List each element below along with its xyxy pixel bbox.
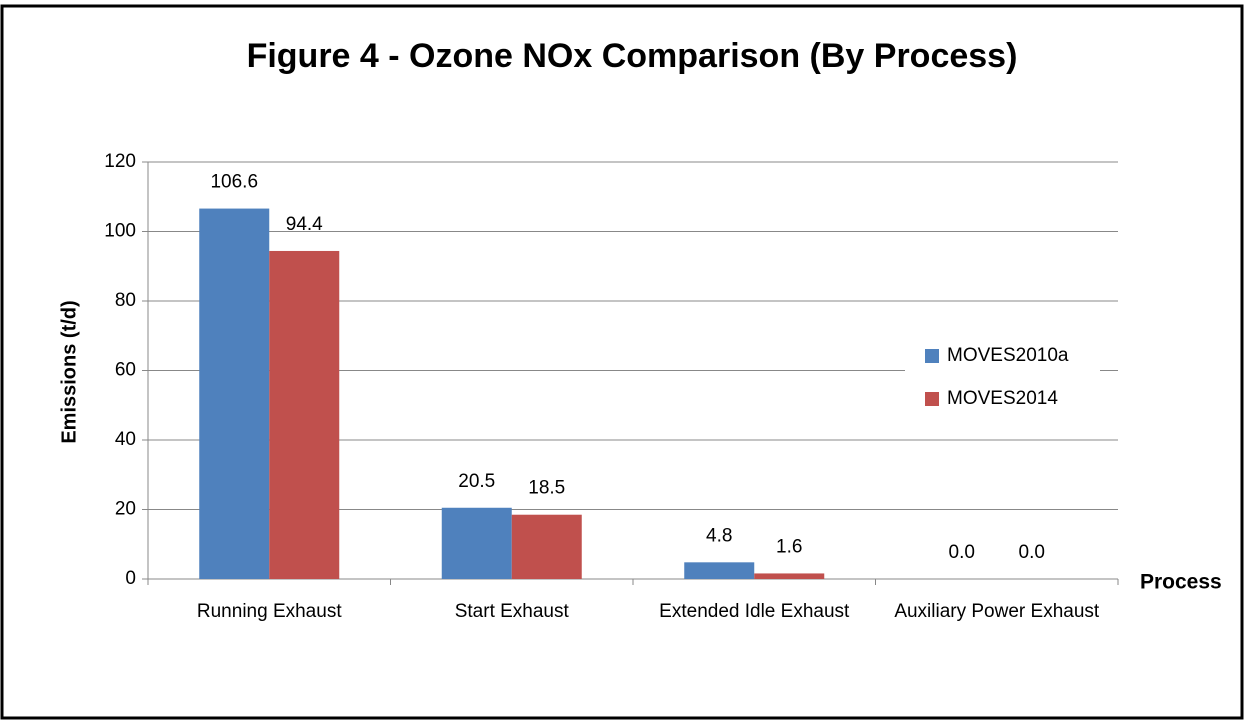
legend-label: MOVES2010a bbox=[947, 345, 1069, 366]
data-label: 94.4 bbox=[286, 214, 323, 235]
data-label: 0.0 bbox=[949, 542, 975, 563]
bar bbox=[754, 573, 825, 579]
legend-swatch bbox=[925, 349, 939, 363]
data-label: 106.6 bbox=[210, 172, 258, 193]
data-label: 1.6 bbox=[776, 536, 802, 557]
legend-label: MOVES2014 bbox=[947, 388, 1058, 409]
y-tick-label: 100 bbox=[104, 221, 136, 242]
chart-title: Figure 4 - Ozone NOx Comparison (By Proc… bbox=[247, 37, 1018, 75]
data-label: 4.8 bbox=[706, 525, 732, 546]
legend-swatch bbox=[925, 392, 939, 406]
x-tick-label: Start Exhaust bbox=[455, 601, 570, 622]
x-tick-label: Extended Idle Exhaust bbox=[659, 601, 850, 622]
bar bbox=[269, 250, 340, 579]
data-label: 20.5 bbox=[458, 471, 495, 492]
y-tick-label: 80 bbox=[115, 290, 136, 311]
y-tick-label: 120 bbox=[104, 151, 136, 172]
y-axis-label: Emissions (t/d) bbox=[58, 300, 80, 443]
data-label: 0.0 bbox=[1019, 542, 1045, 563]
y-tick-label: 40 bbox=[115, 429, 136, 450]
data-label: 18.5 bbox=[528, 478, 565, 499]
bar bbox=[441, 507, 512, 579]
x-tick-label: Auxiliary Power Exhaust bbox=[894, 601, 1100, 622]
x-tick-label: Running Exhaust bbox=[197, 601, 342, 622]
x-axis-label: Process bbox=[1140, 571, 1222, 594]
bar bbox=[511, 514, 582, 579]
y-tick-label: 0 bbox=[125, 568, 136, 589]
y-tick-label: 20 bbox=[115, 499, 136, 520]
bar bbox=[684, 562, 755, 579]
bar bbox=[199, 208, 270, 579]
y-tick-label: 60 bbox=[115, 360, 136, 381]
